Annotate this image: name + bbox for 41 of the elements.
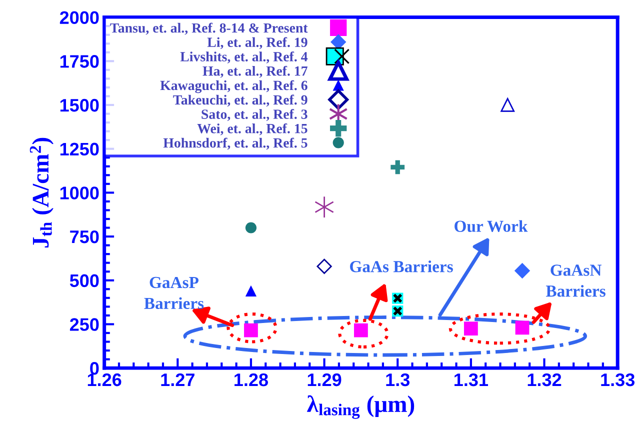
- annotation: GaAsP Barriers: [144, 276, 204, 310]
- point: [245, 285, 257, 296]
- x-tick-label: 1.29: [308, 373, 342, 386]
- legend-label: Li, et. al., Ref. 19: [207, 37, 308, 50]
- y-tick-label: 1750: [60, 55, 99, 68]
- x-tick-label: 1.27: [161, 373, 194, 386]
- point: [245, 222, 257, 234]
- point: [500, 98, 515, 112]
- point: [390, 160, 405, 174]
- point: [464, 322, 478, 336]
- point: [316, 258, 332, 274]
- x-tick-label: 1.32: [528, 373, 562, 386]
- annotation: GaAs Barriers: [350, 260, 453, 272]
- annotation: GaAsN Barriers: [546, 264, 606, 297]
- legend-label: Takeuchi, et. al., Ref. 9: [173, 94, 308, 107]
- y-tick-label: 1000: [60, 186, 99, 200]
- y-tick-label: 2000: [60, 11, 99, 24]
- legend-label: Ha, et. al., Ref. 17: [202, 66, 308, 78]
- point: [314, 196, 334, 218]
- x-axis-title: λ$_{lasing}$ (μm): [307, 395, 414, 419]
- legend-label: Kawaguchi, et. al., Ref. 6: [160, 80, 308, 94]
- y-tick-label: 1500: [60, 98, 99, 112]
- x-tick-label: 1.33: [601, 373, 635, 386]
- annotation: Our Work: [454, 220, 528, 232]
- legend-label: Tansu, et. al., Ref. 8-14 & Present: [110, 22, 308, 35]
- y-tick-label: 250: [70, 318, 99, 331]
- y-tick-label: 0: [90, 362, 99, 375]
- y-tick-label: 1250: [60, 142, 99, 156]
- x-tick-label: 1.3: [386, 373, 410, 386]
- legend-label: Wei, et. al., Ref. 15: [197, 123, 308, 136]
- y-tick-label: 500: [70, 274, 99, 288]
- legend-label: Hohnsdorf, et. al., Ref. 5: [163, 138, 308, 150]
- x-tick-label: 1.28: [234, 373, 268, 386]
- point: [514, 262, 530, 279]
- point: [515, 320, 530, 335]
- y-axis-title: J$_{th}$ (A/cm$^{2}$): [30, 138, 54, 248]
- legend-label: Livshits, et. al., Ref. 4: [180, 51, 308, 64]
- x-tick-label: 1.26: [88, 373, 122, 386]
- y-tick-label: 750: [70, 230, 99, 244]
- x-tick-label: 1.31: [454, 373, 488, 386]
- legend-label: Sato, et. al., Ref. 3: [202, 109, 308, 121]
